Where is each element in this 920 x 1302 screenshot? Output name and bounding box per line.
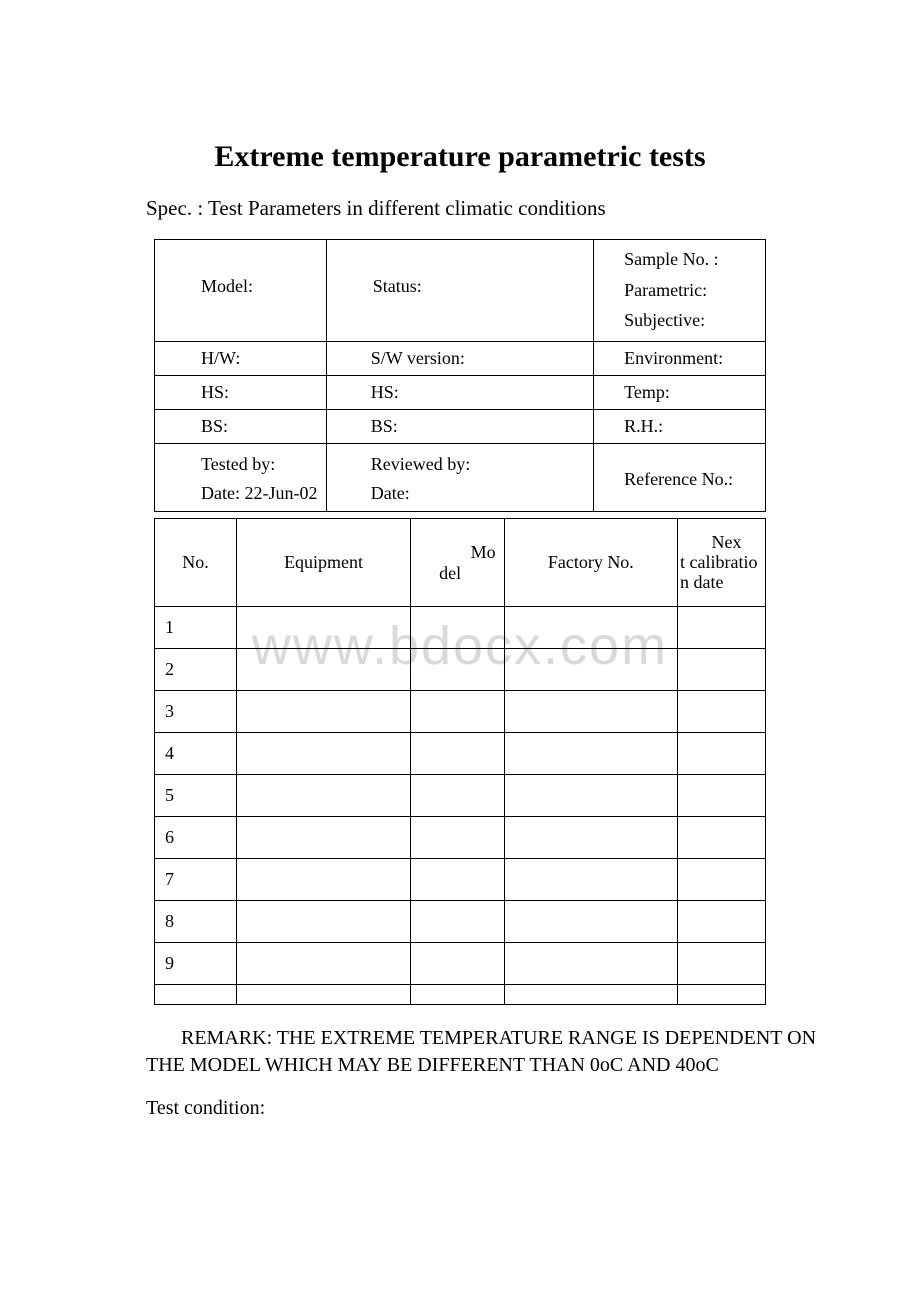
row-cell xyxy=(411,817,505,859)
row-cell xyxy=(504,607,677,649)
row-no: 5 xyxy=(155,775,237,817)
header-model: Model xyxy=(411,519,505,607)
row-cell xyxy=(411,943,505,985)
row-cell xyxy=(504,985,677,1005)
row-cell xyxy=(678,691,766,733)
row-cell xyxy=(678,817,766,859)
document-content: Extreme temperature parametric tests Spe… xyxy=(100,140,820,1120)
test-condition-label: Test condition: xyxy=(146,1097,820,1120)
row-cell xyxy=(678,985,766,1005)
row-cell xyxy=(237,607,411,649)
header-factory-no: Factory No. xyxy=(504,519,677,607)
hs1-cell: HS: xyxy=(155,376,327,410)
table-row: 8 xyxy=(155,901,766,943)
hs2-cell: HS: xyxy=(326,376,593,410)
header-next-cal: Next calibration date xyxy=(678,519,766,607)
row-cell xyxy=(504,859,677,901)
row-cell xyxy=(411,691,505,733)
hw-cell: H/W: xyxy=(155,342,327,376)
row-no: 3 xyxy=(155,691,237,733)
row-cell xyxy=(237,775,411,817)
row-cell xyxy=(504,775,677,817)
rh-cell: R.H.: xyxy=(594,410,766,444)
status-cell: Status: xyxy=(326,240,593,342)
model-cell: Model: xyxy=(155,240,327,342)
temp-cell: Temp: xyxy=(594,376,766,410)
table-row: 9 xyxy=(155,943,766,985)
row-cell xyxy=(411,859,505,901)
row-cell xyxy=(411,607,505,649)
row-cell xyxy=(237,859,411,901)
remark-text: REMARK: THE EXTREME TEMPERATURE RANGE IS… xyxy=(146,1025,820,1079)
table-row: 7 xyxy=(155,859,766,901)
row-no: 7 xyxy=(155,859,237,901)
row-no: 2 xyxy=(155,649,237,691)
header-equipment: Equipment xyxy=(237,519,411,607)
remark-block: REMARK: THE EXTREME TEMPERATURE RANGE IS… xyxy=(100,1025,820,1079)
row-cell xyxy=(678,607,766,649)
row-cell xyxy=(237,901,411,943)
env-cell: Environment: xyxy=(594,342,766,376)
row-cell xyxy=(678,775,766,817)
equipment-table: No. Equipment Model Factory No. Next cal… xyxy=(154,518,766,1005)
row-cell xyxy=(237,691,411,733)
row-cell xyxy=(678,943,766,985)
row-cell xyxy=(504,901,677,943)
row-cell xyxy=(237,649,411,691)
table-row: 4 xyxy=(155,733,766,775)
equipment-body: 123456789 xyxy=(155,607,766,1005)
row-no: 4 xyxy=(155,733,237,775)
row-cell xyxy=(411,733,505,775)
row-cell xyxy=(678,649,766,691)
subjective-label: Subjective: xyxy=(624,305,761,336)
row-cell xyxy=(237,943,411,985)
row-cell xyxy=(504,649,677,691)
row-cell xyxy=(678,901,766,943)
equipment-header-row: No. Equipment Model Factory No. Next cal… xyxy=(155,519,766,607)
row-cell xyxy=(678,733,766,775)
row-cell xyxy=(504,943,677,985)
row-cell xyxy=(504,733,677,775)
sample-no-label: Sample No. : xyxy=(624,244,761,275)
row-cell xyxy=(411,649,505,691)
row-cell xyxy=(504,691,677,733)
row-cell xyxy=(678,859,766,901)
table-row: 2 xyxy=(155,649,766,691)
bs2-cell: BS: xyxy=(326,410,593,444)
row-cell xyxy=(237,985,411,1005)
row-cell xyxy=(237,733,411,775)
row-cell xyxy=(411,901,505,943)
page-title: Extreme temperature parametric tests xyxy=(100,140,820,174)
tested-by-cell: Tested by: Date: 22-Jun-02 xyxy=(155,444,327,512)
row-cell xyxy=(155,985,237,1005)
meta-table: Model: Status: Sample No. : Parametric: … xyxy=(154,239,766,512)
row-cell xyxy=(411,775,505,817)
sample-cell: Sample No. : Parametric: Subjective: xyxy=(594,240,766,342)
reference-no-cell: Reference No.: xyxy=(594,444,766,512)
table-row: 1 xyxy=(155,607,766,649)
table-row: 6 xyxy=(155,817,766,859)
row-no: 8 xyxy=(155,901,237,943)
bs1-cell: BS: xyxy=(155,410,327,444)
table-row: 3 xyxy=(155,691,766,733)
reviewed-by-label: Reviewed by: xyxy=(371,450,589,479)
row-cell xyxy=(504,817,677,859)
row-no: 9 xyxy=(155,943,237,985)
table-row: 5 xyxy=(155,775,766,817)
row-cell xyxy=(411,985,505,1005)
row-cell xyxy=(237,817,411,859)
spec-line: Spec. : Test Parameters in different cli… xyxy=(146,196,820,221)
tested-by-label: Tested by: xyxy=(201,450,322,479)
sw-cell: S/W version: xyxy=(326,342,593,376)
parametric-label: Parametric: xyxy=(624,275,761,306)
header-no: No. xyxy=(155,519,237,607)
row-no: 6 xyxy=(155,817,237,859)
date1-line: Date: 22-Jun-02 xyxy=(201,479,322,508)
date2-label: Date: xyxy=(371,479,589,508)
row-no: 1 xyxy=(155,607,237,649)
table-row xyxy=(155,985,766,1005)
reviewed-by-cell: Reviewed by: Date: xyxy=(326,444,593,512)
